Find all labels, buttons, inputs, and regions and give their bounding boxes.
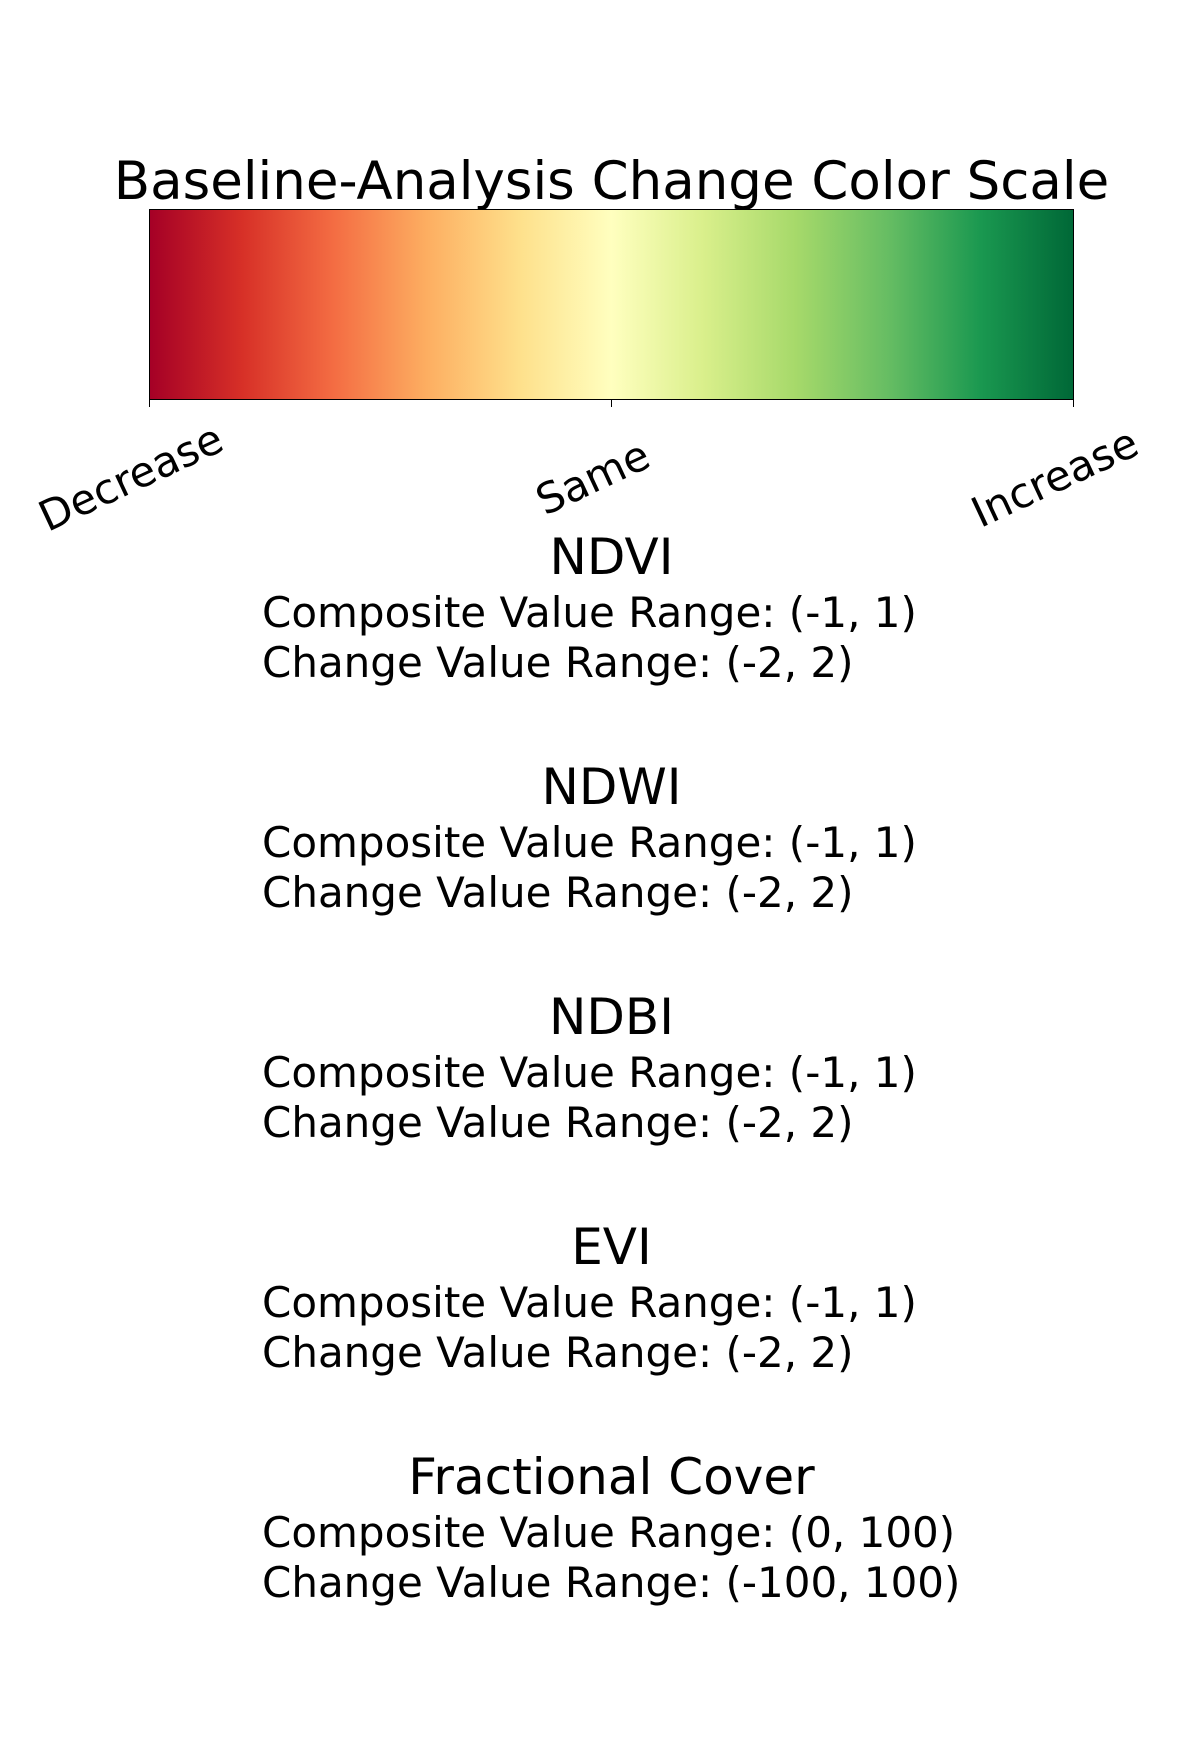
colorbar-tick-label: Same <box>528 430 658 525</box>
index-list: NDVI Composite Value Range: (-1, 1) Chan… <box>0 528 1200 1678</box>
chart-title: Baseline-Analysis Change Color Scale <box>113 151 1110 212</box>
composite-value-range: Composite Value Range: (-1, 1) <box>262 1278 917 1327</box>
composite-value-range: Composite Value Range: (-1, 1) <box>262 818 917 867</box>
index-name: NDBI <box>549 988 674 1046</box>
colorbar-tick <box>1073 400 1074 407</box>
colorbar-gradient <box>149 209 1074 400</box>
colorbar-tick <box>149 400 150 407</box>
composite-value-range: Composite Value Range: (-1, 1) <box>262 1048 917 1097</box>
change-value-range: Change Value Range: (-2, 2) <box>262 1328 854 1377</box>
colorbar-tick-label: Decrease <box>31 413 231 542</box>
index-name: EVI <box>571 1218 652 1276</box>
change-value-range: Change Value Range: (-2, 2) <box>262 638 854 687</box>
composite-value-range: Composite Value Range: (-1, 1) <box>262 588 917 637</box>
colorbar-tick-label: Increase <box>963 417 1146 538</box>
colorbar-tick <box>611 400 612 407</box>
composite-value-range: Composite Value Range: (0, 100) <box>262 1508 956 1557</box>
index-block-evi: EVI Composite Value Range: (-1, 1) Chang… <box>0 1218 1200 1448</box>
change-value-range: Change Value Range: (-2, 2) <box>262 868 854 917</box>
change-value-range: Change Value Range: (-100, 100) <box>262 1558 961 1607</box>
index-name: Fractional Cover <box>408 1448 815 1506</box>
index-name: NDWI <box>541 758 682 816</box>
index-block-ndwi: NDWI Composite Value Range: (-1, 1) Chan… <box>0 758 1200 988</box>
change-value-range: Change Value Range: (-2, 2) <box>262 1098 854 1147</box>
index-block-ndbi: NDBI Composite Value Range: (-1, 1) Chan… <box>0 988 1200 1218</box>
index-name: NDVI <box>549 528 674 586</box>
index-block-ndvi: NDVI Composite Value Range: (-1, 1) Chan… <box>0 528 1200 758</box>
index-block-fractional-cover: Fractional Cover Composite Value Range: … <box>0 1448 1200 1678</box>
